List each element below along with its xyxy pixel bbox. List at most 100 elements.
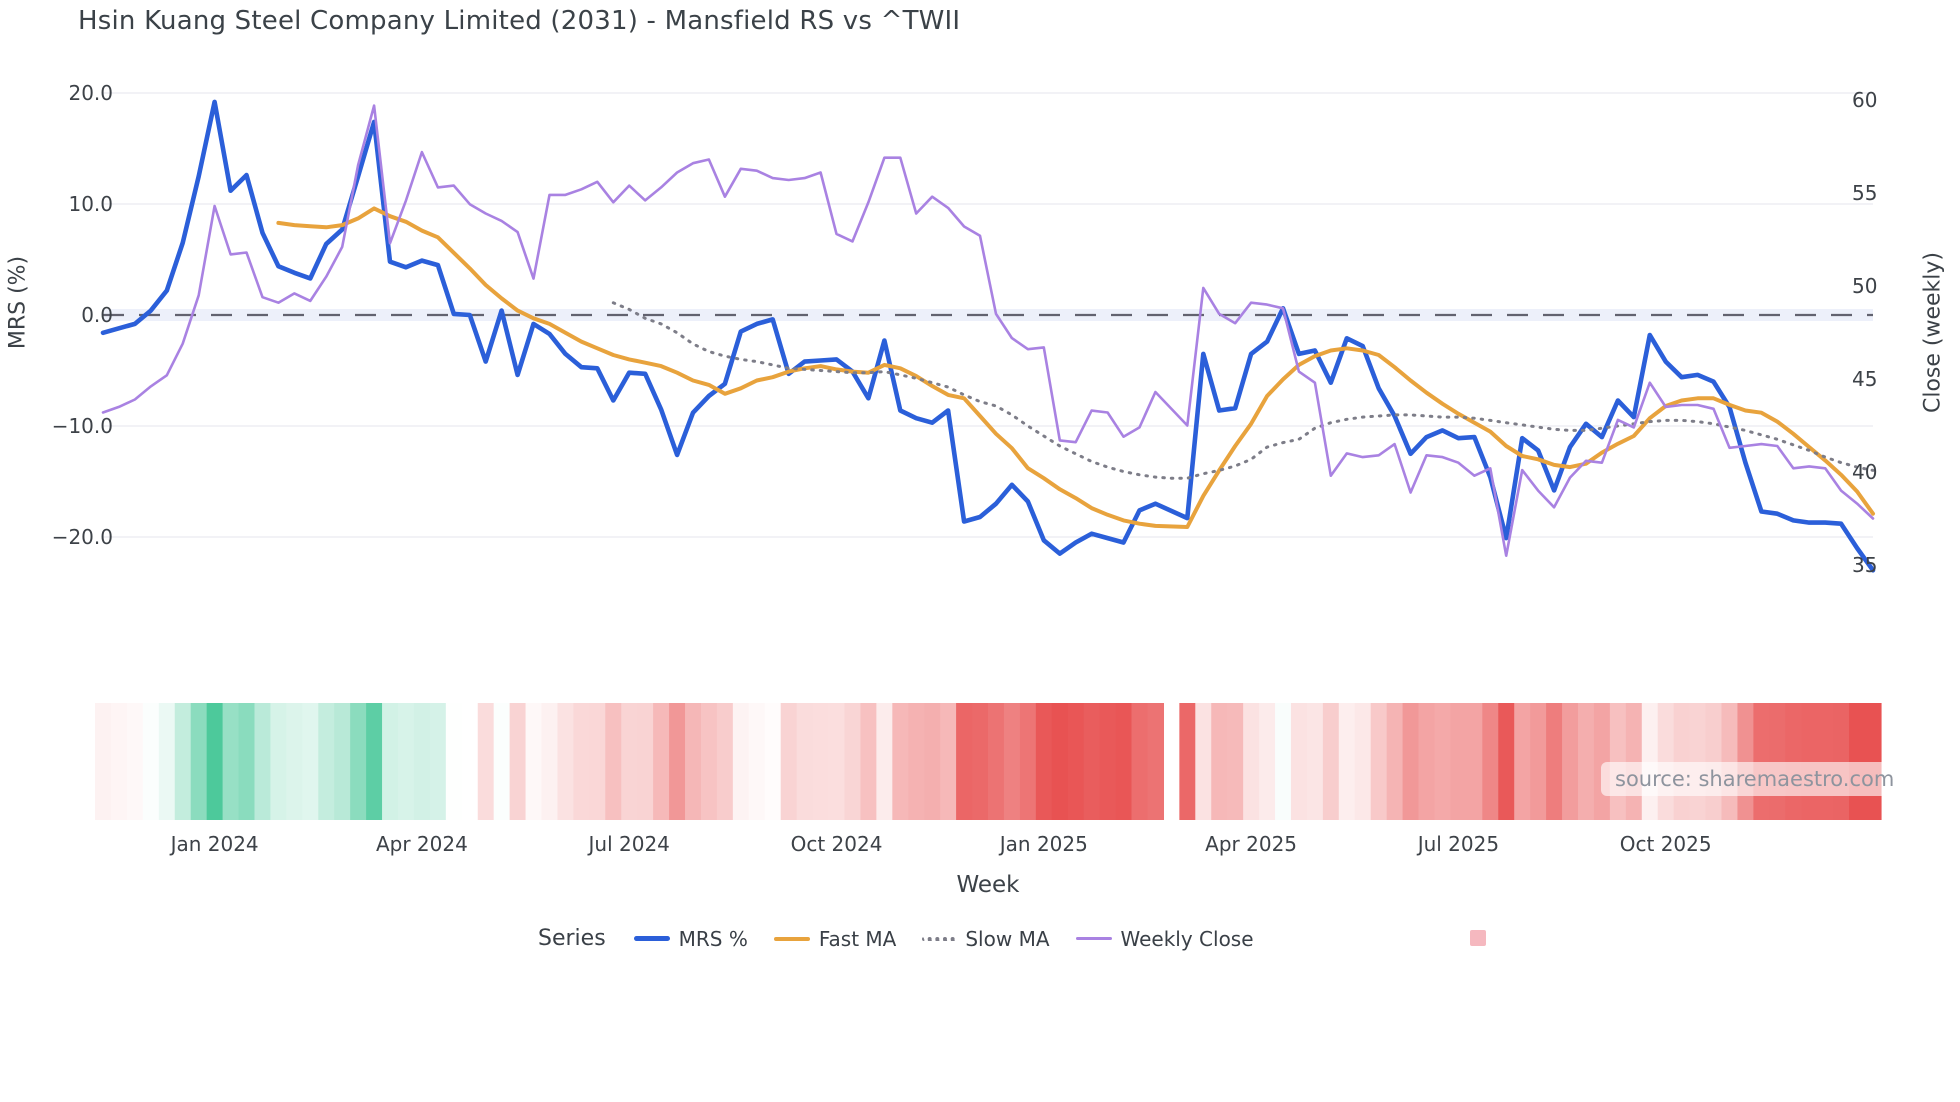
x-axis-tick-label: Jul 2024 [588, 832, 670, 856]
heatmap-cell [621, 703, 638, 820]
heatmap-cell [860, 703, 877, 820]
heatmap-cell [1498, 703, 1515, 820]
heatmap-cell [1418, 703, 1436, 820]
left-axis-tick-label: −10.0 [51, 414, 113, 438]
heatmap-cell [1083, 703, 1101, 820]
heatmap-cell [1131, 703, 1149, 820]
heatmap-cell [429, 703, 447, 820]
heatmap-cell [1195, 703, 1212, 820]
series-line-slow-ma [611, 301, 1875, 480]
source-watermark: source: sharemaestro.com [1601, 762, 1909, 796]
heatmap-cell [605, 703, 622, 820]
heatmap-cell [1306, 703, 1324, 820]
heatmap-cell [413, 703, 431, 820]
heatmap-cell [366, 703, 383, 820]
heatmap-cell [988, 703, 1005, 820]
heatmap-cell [653, 703, 670, 820]
heatmap-cell [1370, 703, 1388, 820]
heatmap-cell [142, 703, 160, 820]
heatmap-cell [1243, 703, 1260, 820]
heatmap-cell [1227, 703, 1244, 820]
x-axis-tick-label: Oct 2024 [790, 832, 883, 856]
left-axis-tick-label: 10.0 [68, 192, 113, 216]
left-axis-title: MRS (%) [5, 255, 31, 350]
heatmap-cell [573, 703, 590, 820]
legend-item-slow-ma[interactable]: Slow MA [922, 927, 1050, 951]
right-axis-tick-label: 45 [1852, 367, 1878, 391]
right-axis-tick-label: 50 [1852, 274, 1878, 298]
heatmap-cell [908, 703, 925, 820]
heatmap-cell [126, 703, 144, 820]
heatmap-cell [956, 703, 973, 820]
heatmap-cell [764, 703, 782, 820]
x-axis-title: Week [956, 872, 1020, 898]
x-axis-tick-label: Oct 2025 [1619, 832, 1712, 856]
legend-item-label: Fast MA [818, 926, 897, 951]
heatmap-cell [1147, 703, 1165, 820]
heatmap-cell [382, 703, 399, 820]
slow-ma-line-swatch [922, 936, 957, 941]
heatmap-cell [716, 703, 734, 820]
heatmap-cell [318, 703, 335, 820]
heatmap-cell [1290, 703, 1308, 820]
heatmap-cell [972, 703, 989, 820]
heatmap-cell [350, 703, 367, 820]
heatmap-cell [509, 703, 527, 820]
heatmap-cell [445, 703, 463, 820]
right-axis-tick-label: 55 [1852, 181, 1878, 205]
heatmap-cell [1514, 703, 1531, 820]
heatmap-cell [1067, 703, 1085, 820]
heatmap-cell [525, 703, 543, 820]
heatmap-cell [254, 703, 272, 820]
heatmap-cell [190, 703, 208, 820]
heatmap-cell [1003, 703, 1021, 820]
legend-item-label: Weekly Close [1120, 926, 1254, 951]
series-line-weekly-close [101, 104, 1875, 558]
heatmap-cell [1578, 703, 1595, 820]
x-axis-tick-label: Jul 2025 [1417, 832, 1500, 856]
heatmap-cell [1338, 703, 1356, 820]
heatmap-cell [1275, 703, 1292, 820]
heatmap-cell [828, 703, 846, 820]
heatmap-cell [876, 703, 893, 820]
heatmap-cell [334, 703, 351, 820]
heatmap-cell [796, 703, 814, 820]
heatmap-cell [669, 703, 686, 820]
x-axis-tick-label: Jan 2025 [999, 832, 1088, 856]
heatmap-cell [541, 703, 559, 820]
heatmap-cell [1051, 703, 1069, 820]
series-line-mrs- [100, 99, 1876, 573]
heatmap-cell [1466, 703, 1483, 820]
left-axis-tick-label: −20.0 [51, 525, 113, 549]
page-title: Hsin Kuang Steel Company Limited (2031) … [78, 6, 961, 36]
legend-item-fast-ma[interactable]: Fast MA [773, 926, 897, 951]
series-line-fast-ma [276, 206, 1875, 529]
fast-ma-line-swatch [773, 936, 810, 941]
legend-item-mrs[interactable]: MRS % [633, 926, 748, 951]
legend-item-weekly-close[interactable]: Weekly Close [1075, 926, 1254, 951]
heatmap-cell [398, 703, 415, 820]
heatmap-cell [174, 703, 192, 820]
right-axis-tick-label: 60 [1852, 88, 1878, 112]
heatmap-cell [110, 703, 128, 820]
right-axis-title: Close (weekly) [1920, 251, 1946, 414]
heatmap-cell [589, 703, 606, 820]
heatmap-cell [1115, 703, 1133, 820]
heatmap-cell [1019, 703, 1037, 820]
source-text: source: sharemaestro.com [1615, 767, 1895, 791]
x-axis-tick-label: Apr 2024 [375, 832, 468, 856]
legend-item-label: MRS % [678, 926, 748, 951]
heatmap-cell [1562, 703, 1579, 820]
legend: Series MRS % Fast MA Slow MA Weekly Clos… [538, 926, 1266, 951]
heatmap-cell [924, 703, 941, 820]
heatmap-cell [844, 703, 862, 820]
heatmap-cell [780, 703, 798, 820]
heatmap-cell [461, 703, 479, 820]
heatmap-cell [206, 703, 224, 820]
x-axis-tick-label: Jan 2024 [170, 832, 259, 856]
heatmap-legend-swatch[interactable] [1470, 930, 1486, 946]
weekly-close-line-swatch [1075, 937, 1112, 940]
heatmap-cell [158, 703, 176, 820]
